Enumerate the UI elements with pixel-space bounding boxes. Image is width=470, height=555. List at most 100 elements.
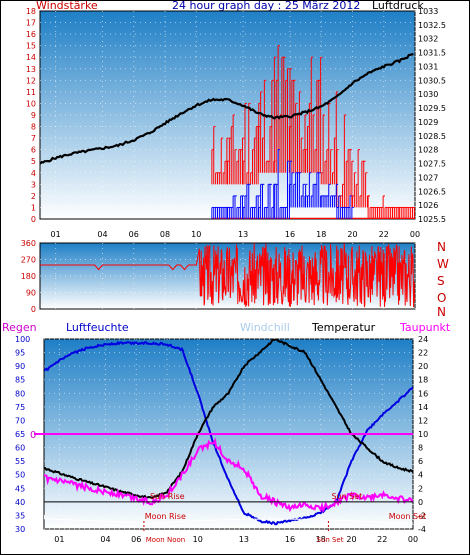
y-left-tick: 80 bbox=[15, 389, 25, 398]
sun-rise-label: Sun Rise bbox=[150, 492, 185, 501]
humidity-line bbox=[44, 340, 413, 526]
legend-taupunkt: Taupunkt bbox=[399, 321, 451, 334]
regen-zero-label: 0 bbox=[30, 430, 36, 441]
y-left-tick: 14 bbox=[26, 53, 36, 62]
windstarke-label: Windstärke bbox=[36, 0, 98, 12]
compass-s: S bbox=[437, 274, 445, 288]
y-right-tick: 1026.5 bbox=[418, 187, 446, 196]
compass-n-top: N bbox=[437, 240, 446, 254]
y-left-tick: 12 bbox=[26, 76, 36, 85]
y-right-tick: 18 bbox=[418, 376, 428, 385]
humidity-temperature-panel: 3035404550556065707580859095100-4-202468… bbox=[15, 335, 428, 544]
y-left-tick: 50 bbox=[15, 471, 25, 480]
y-right-tick: -2 bbox=[418, 511, 426, 520]
x-tick: 06 bbox=[129, 230, 139, 239]
y-left-tick: 60 bbox=[15, 444, 25, 453]
legend-luftfeuchte: Luftfeuchte bbox=[66, 321, 129, 334]
wind-direction-panel: 0 90 180 270 360 N W S O N bbox=[21, 239, 449, 319]
wind-pressure-panel: 01234567891011121314151617181025.5102610… bbox=[26, 7, 446, 239]
sun-set-axis-label: Sun Set bbox=[316, 536, 343, 544]
x-tick: 04 bbox=[97, 230, 107, 239]
y-left-tick: 13 bbox=[26, 65, 36, 74]
y-tick: 180 bbox=[21, 272, 36, 281]
x-tick: 22 bbox=[377, 535, 387, 544]
x-tick: 22 bbox=[379, 230, 389, 239]
y-left-tick: 0 bbox=[31, 215, 36, 224]
y-left-tick: 55 bbox=[15, 457, 25, 466]
x-tick: 04 bbox=[100, 535, 110, 544]
y-left-tick: 5 bbox=[31, 157, 36, 166]
y-left-tick: 3 bbox=[31, 180, 36, 189]
y-right-tick: 14 bbox=[418, 403, 428, 412]
moon-noon-label: Moon Noon bbox=[146, 536, 186, 544]
y-right-tick: 1028 bbox=[418, 146, 438, 155]
y-right-tick: 12 bbox=[418, 416, 428, 425]
y-right-tick: -4 bbox=[418, 525, 426, 534]
y-right-tick: 1027 bbox=[418, 173, 438, 182]
y-tick: 270 bbox=[21, 256, 36, 265]
y-left-tick: 18 bbox=[26, 7, 36, 16]
y-right-tick: 1032.5 bbox=[418, 21, 446, 30]
wind-direction-line bbox=[40, 243, 415, 308]
luftdruck-label: Luftdruck bbox=[372, 0, 424, 12]
x-tick: 16 bbox=[285, 535, 295, 544]
y-left-tick: 9 bbox=[31, 111, 36, 120]
y-right-tick: 2 bbox=[418, 484, 423, 493]
y-left-tick: 65 bbox=[15, 430, 25, 439]
y-left-tick: 100 bbox=[15, 335, 30, 344]
x-tick: 20 bbox=[346, 535, 356, 544]
y-right-tick: 1028.5 bbox=[418, 132, 446, 141]
dewpoint-line bbox=[44, 437, 413, 514]
compass-o: O bbox=[437, 291, 446, 305]
y-left-tick: 30 bbox=[15, 525, 25, 534]
y-right-tick: 0 bbox=[418, 498, 423, 507]
y-right-tick: 1029.5 bbox=[418, 104, 446, 113]
y-right-tick: 1030.5 bbox=[418, 76, 446, 85]
compass-w: W bbox=[437, 257, 449, 271]
y-left-tick: 40 bbox=[15, 498, 25, 507]
compass-n-bottom: N bbox=[437, 305, 446, 319]
y-right-tick: 1033 bbox=[418, 7, 438, 16]
y-tick: 360 bbox=[21, 239, 36, 248]
x-tick: 10 bbox=[191, 230, 201, 239]
legend-regen: Regen bbox=[2, 321, 37, 334]
y-right-tick: 4 bbox=[418, 471, 423, 480]
x-tick: 06 bbox=[131, 535, 141, 544]
x-tick: 18 bbox=[316, 535, 326, 544]
legend-windchill: Windchill bbox=[240, 321, 290, 334]
y-tick: 90 bbox=[26, 289, 36, 298]
x-tick: 08 bbox=[160, 230, 170, 239]
moon-rise-label: Moon Rise bbox=[145, 512, 186, 521]
y-left-tick: 35 bbox=[15, 511, 25, 520]
y-left-tick: 2 bbox=[31, 192, 36, 201]
moon-arc bbox=[44, 515, 413, 524]
y-right-tick: 1029 bbox=[418, 118, 438, 127]
x-tick: 16 bbox=[285, 230, 295, 239]
x-tick: 13 bbox=[239, 535, 249, 544]
y-right-tick: 22 bbox=[418, 349, 428, 358]
x-tick: 18 bbox=[316, 230, 326, 239]
y-left-tick: 70 bbox=[15, 416, 25, 425]
y-right-tick: 1026 bbox=[418, 201, 438, 210]
sun-set-label: Sun Set bbox=[331, 492, 362, 501]
y-left-tick: 7 bbox=[31, 134, 36, 143]
y-left-tick: 6 bbox=[31, 146, 36, 155]
y-right-tick: 6 bbox=[418, 457, 423, 466]
y-right-tick: 1032 bbox=[418, 35, 438, 44]
y-right-tick: 1025.5 bbox=[418, 215, 446, 224]
y-left-tick: 17 bbox=[26, 19, 36, 28]
y-left-tick: 11 bbox=[26, 88, 36, 97]
y-left-tick: 45 bbox=[15, 484, 25, 493]
y-right-tick: 8 bbox=[418, 444, 423, 453]
x-tick: 10 bbox=[193, 535, 203, 544]
y-right-tick: 1027.5 bbox=[418, 160, 446, 169]
y-right-tick: 1031.5 bbox=[418, 49, 446, 58]
x-tick: 20 bbox=[347, 230, 357, 239]
y-left-tick: 8 bbox=[31, 123, 36, 132]
y-right-tick: 1031 bbox=[418, 62, 438, 71]
moon-set-label: Moon Set bbox=[389, 512, 426, 521]
x-tick: 01 bbox=[51, 230, 61, 239]
x-tick: 13 bbox=[238, 230, 248, 239]
chart-title: 24 hour graph day : 25 März 2012 bbox=[172, 0, 360, 12]
y-right-tick: 16 bbox=[418, 389, 428, 398]
